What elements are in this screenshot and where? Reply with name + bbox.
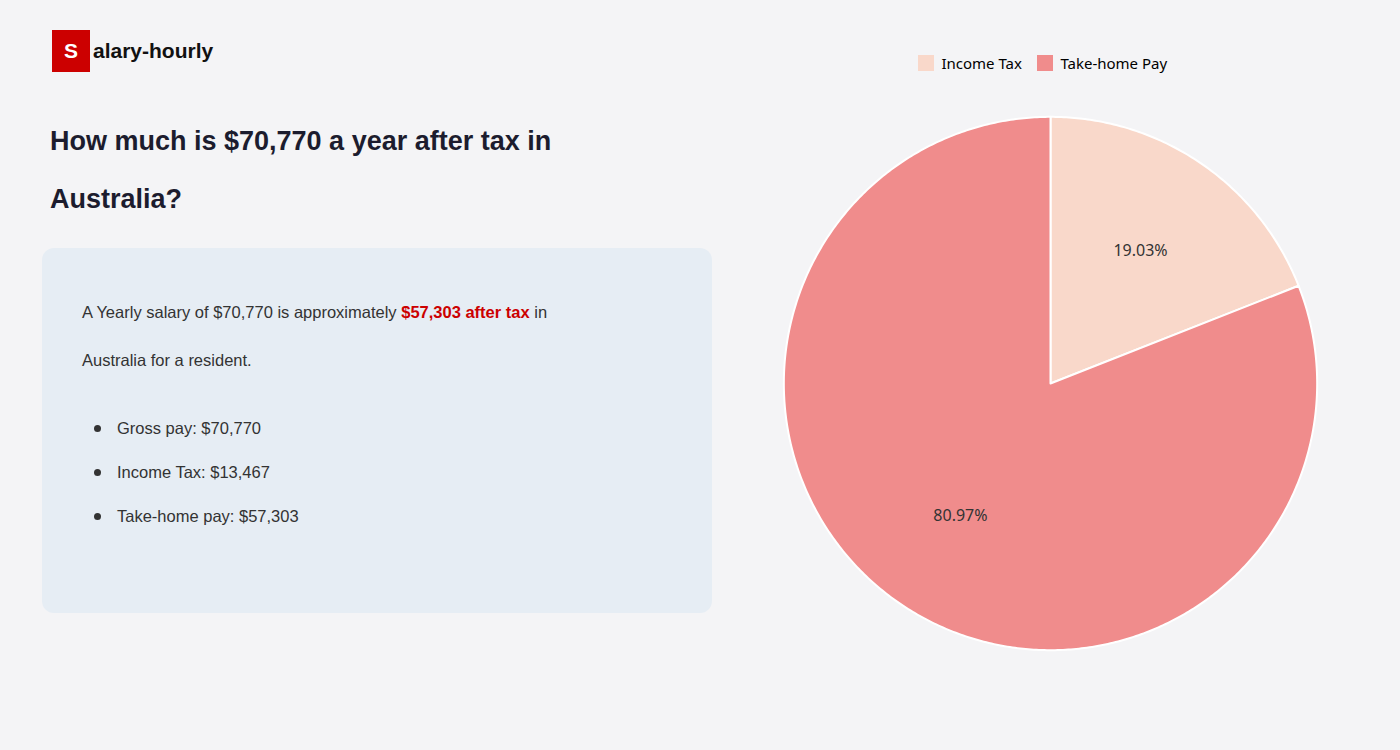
- html-text:How much is $70,770 a year aft: How much is $70,770 a year after tax in: [50, 126, 552, 156]
- html-text:alary-hourly: alary-hourly: [93, 39, 214, 62]
- svg-text:80.97%: 80.97%: [933, 503, 987, 525]
- html-text:Take-home Pay: Take-home Pay: [1060, 52, 1168, 73]
- svg-text:19.03%: 19.03%: [1113, 239, 1167, 261]
- html-text:Income Tax: Income Tax: [941, 52, 1022, 73]
- html-text:Income Tax: $13,467: Income Tax: $13,467: [117, 462, 270, 481]
- html-text:Gross pay: $70,770: Gross pay: $70,770: [117, 418, 261, 437]
- html-text:Australia for a resident.: Australia for a resident.: [82, 351, 252, 369]
- html-text:S: S: [64, 39, 78, 62]
- html-text:Take-home pay: $57,303: Take-home pay: $57,303: [117, 506, 299, 525]
- html-text:Australia?: Australia?: [50, 184, 182, 214]
- html-text:A Yearly salary of $70,770 is: A Yearly salary of $70,770 is approximat…: [82, 303, 548, 321]
